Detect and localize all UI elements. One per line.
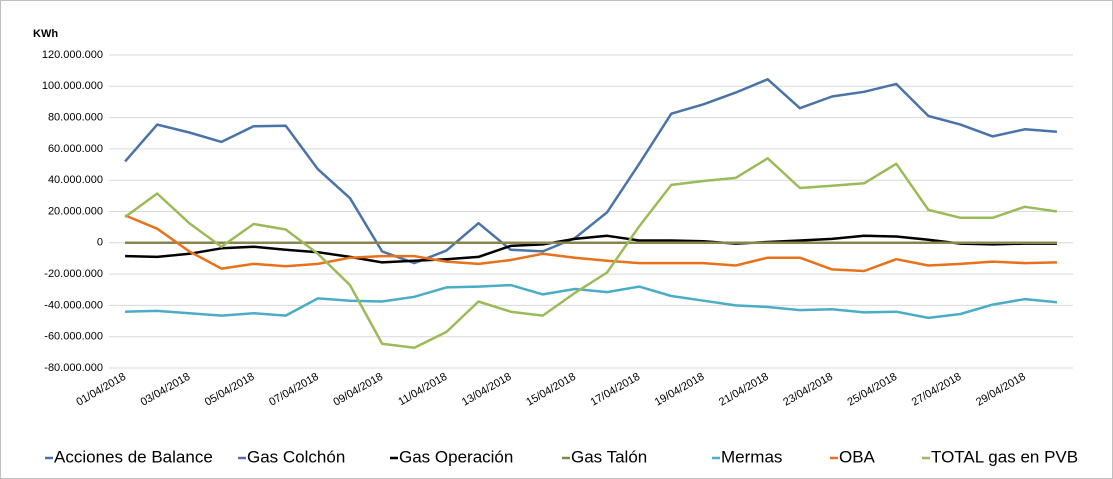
legend-label: TOTAL gas en PVB [931,447,1078,466]
y-tick-label: -40.000.000 [44,299,103,311]
y-axis-title: KWh [33,28,58,40]
series-line [124,78,1057,265]
legend-label: Mermas [721,447,782,466]
legend-label: OBA [839,447,876,466]
series-line [125,234,1057,264]
series-line [124,214,1057,273]
y-tick-label: 40.000.000 [48,174,103,186]
y-tick-label: 0 [97,237,103,249]
y-tick-label: 120.000.000 [42,49,103,61]
y-tick-label: -60.000.000 [44,331,103,343]
y-tick-label: 20.000.000 [48,205,103,217]
y-tick-label: 80.000.000 [48,112,103,124]
legend-label: Gas Talón [571,447,647,466]
y-tick-label: -20.000.000 [44,268,103,280]
legend-label: Acciones de Balance [54,447,213,466]
y-tick-label: -80.000.000 [44,362,103,374]
series-line [124,157,1058,349]
series-line [125,283,1058,320]
legend-label: Gas Colchón [247,447,345,466]
y-tick-label: 60.000.000 [48,143,103,155]
legend-label: Gas Operación [399,447,513,466]
y-tick-label: 100.000.000 [42,80,103,92]
